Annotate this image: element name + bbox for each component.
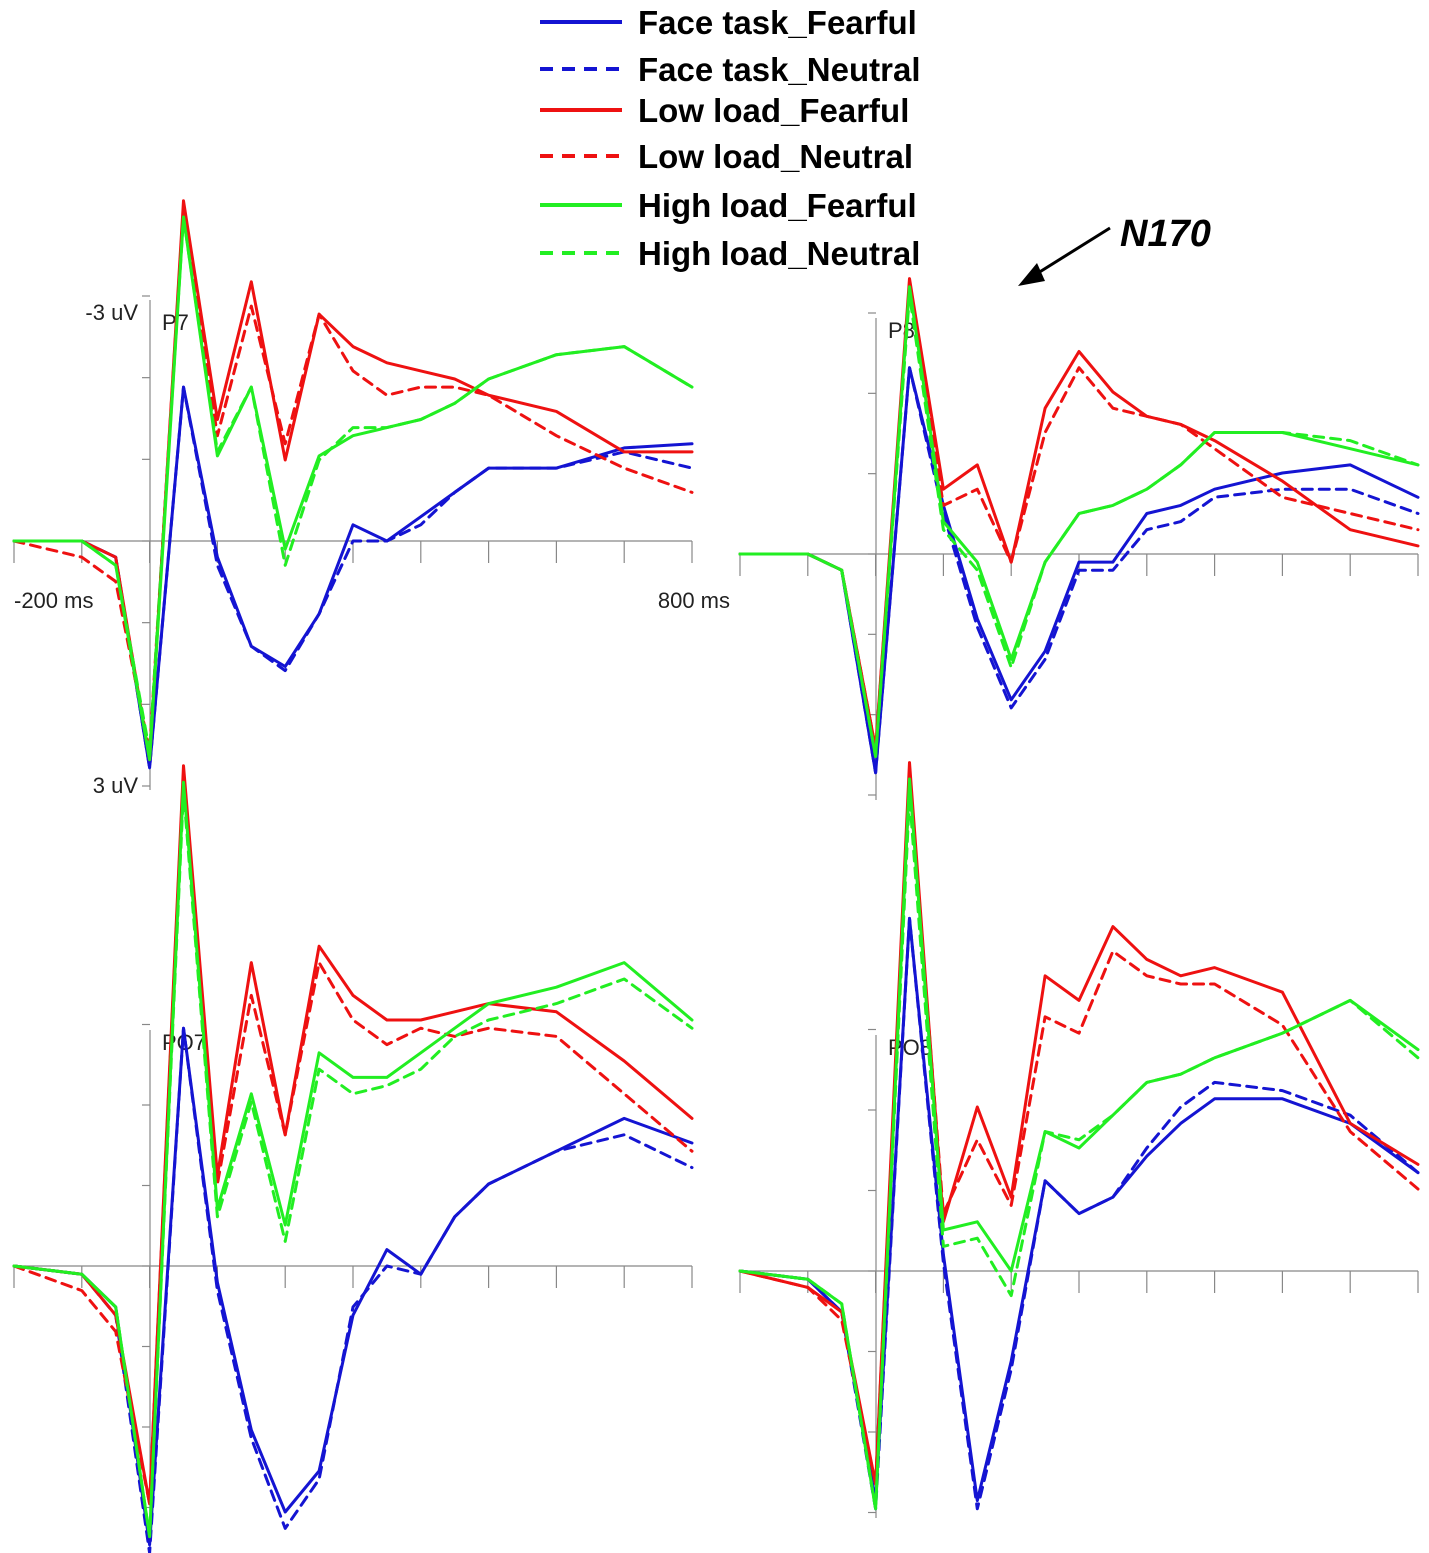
trace-p7-high-load-fearful [12, 215, 694, 762]
y-bottom-label: 3 uV [93, 773, 139, 798]
trace-p7-low-load-neutral [12, 207, 694, 754]
legend-label-face-task-fearful: Face task_Fearful [638, 4, 917, 41]
panel-p8: P8 [738, 277, 1420, 800]
panel-label-p8: P8 [888, 318, 915, 343]
axis-labels: -3 uV 3 uV -200 ms 800 ms [14, 300, 730, 798]
legend: Face task_Fearful Face task_Neutral Low lo… [540, 4, 920, 272]
n170-annotation: N170 [1018, 213, 1211, 286]
trace-po7-high-load-fearful [12, 780, 694, 1539]
n170-arrow-line [1029, 226, 1111, 280]
panel-po8: PO8 [738, 761, 1420, 1518]
trace-p8-high-load-neutral [738, 293, 1420, 758]
trace-p7-high-load-neutral [12, 215, 694, 754]
x-right-label: 800 ms [658, 588, 730, 613]
legend-label-face-task-neutral: Face task_Neutral [638, 51, 920, 88]
trace-po8-high-load-neutral [738, 793, 1420, 1511]
trace-po8-high-load-fearful [738, 777, 1420, 1511]
trace-po8-low-load-fearful [738, 761, 1420, 1486]
trace-p8-low-load-neutral [738, 285, 1420, 750]
trace-p7-face-task-neutral [12, 385, 694, 770]
y-top-label: -3 uV [85, 300, 138, 325]
trace-po7-face-task-neutral [12, 1026, 694, 1553]
trace-p8-face-task-neutral [738, 366, 1420, 775]
trace-p7-low-load-fearful [12, 199, 694, 762]
legend-label-low-load-fearful: Low load_Fearful [638, 92, 909, 129]
legend-label-high-load-fearful: High load_Fearful [638, 187, 917, 224]
trace-po8-face-task-fearful [738, 916, 1420, 1503]
trace-p8-high-load-fearful [738, 285, 1420, 758]
panel-po7: PO7 [12, 764, 694, 1553]
legend-label-high-load-neutral: High load_Neutral [638, 235, 920, 272]
panel-p7: P7 [12, 199, 694, 790]
panels: P7 P8 PO7 PO8 [12, 199, 1420, 1553]
trace-po8-low-load-neutral [738, 777, 1420, 1486]
trace-p7-face-task-fearful [12, 385, 694, 770]
n170-arrow-head [1018, 263, 1045, 286]
legend-label-low-load-neutral: Low load_Neutral [638, 138, 913, 175]
n170-label: N170 [1120, 213, 1211, 255]
x-left-label: -200 ms [14, 588, 93, 613]
trace-po7-low-load-neutral [12, 772, 694, 1506]
trace-po7-high-load-neutral [12, 788, 694, 1539]
